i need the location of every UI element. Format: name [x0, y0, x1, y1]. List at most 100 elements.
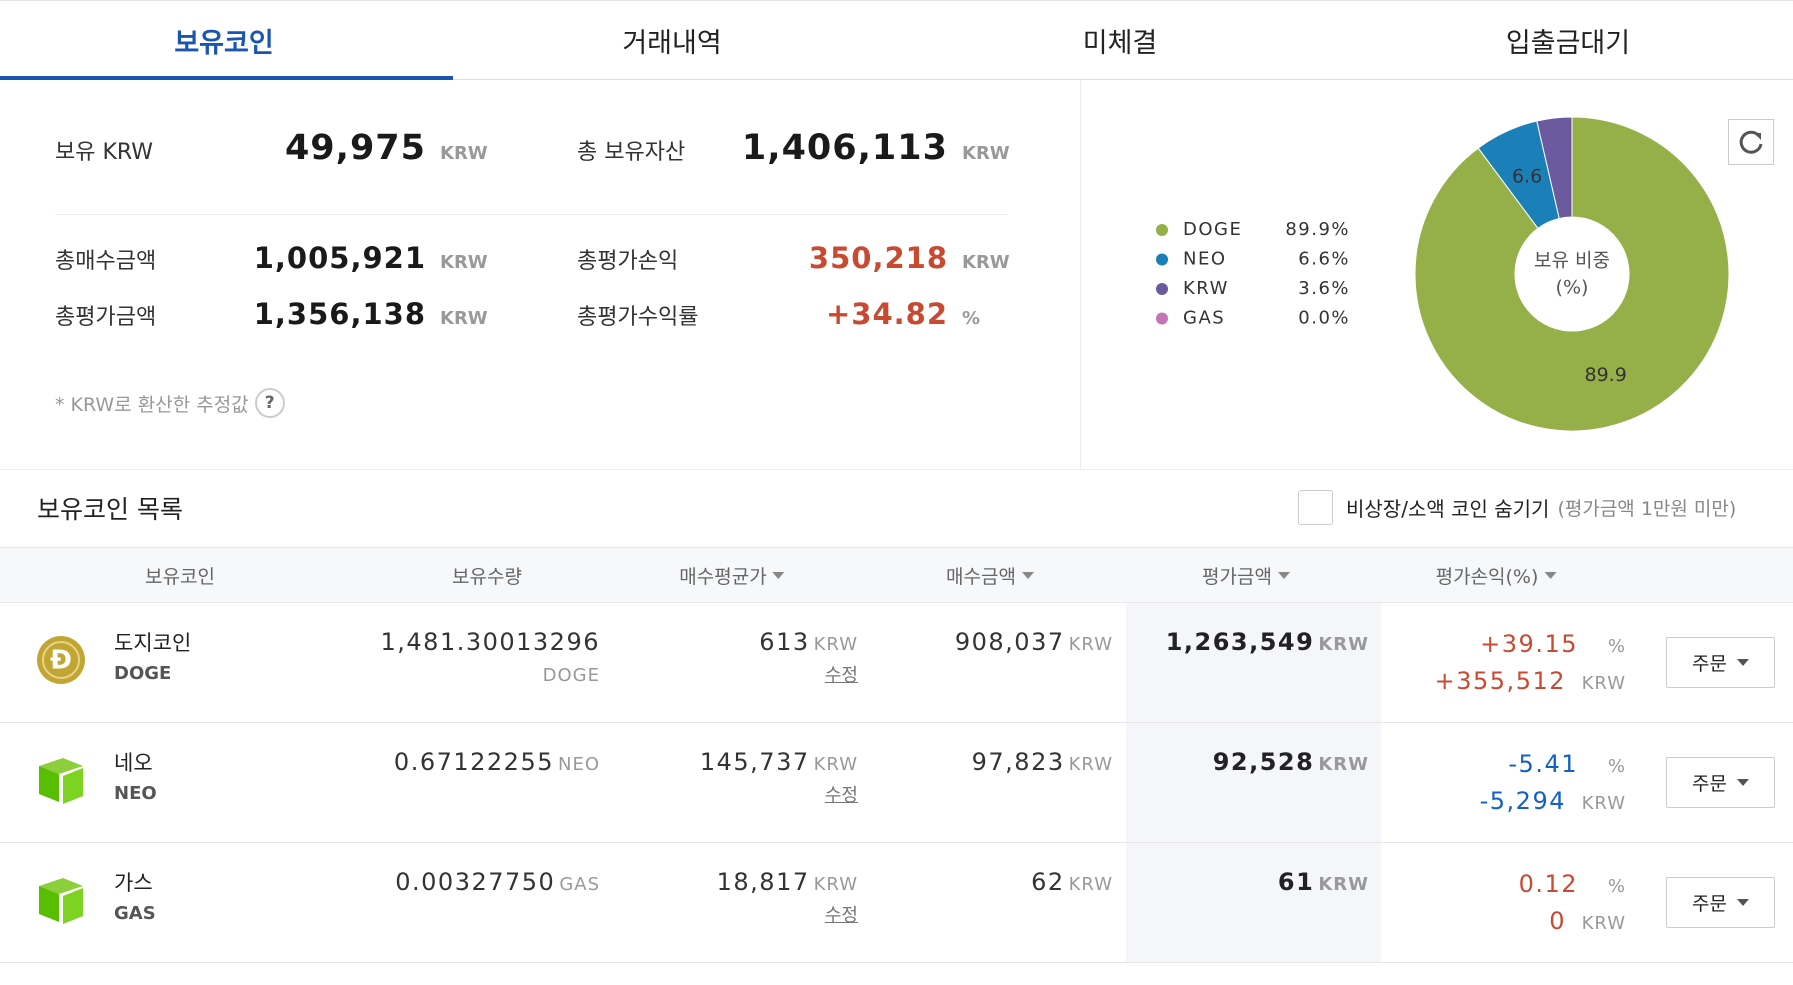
slice-label: 89.9 — [1585, 364, 1627, 386]
profit-cell: +39.15% +355,512 KRW — [1390, 627, 1626, 701]
column-header-text: 매수금액 — [946, 565, 1016, 588]
order-caret — [1736, 779, 1749, 786]
tab[interactable]: 거래내역 — [622, 27, 722, 59]
column-header[interactable]: 매수금액 — [946, 547, 1034, 603]
order-caret — [1736, 659, 1749, 666]
tab[interactable]: 보유코인 — [174, 27, 274, 59]
order-button[interactable]: 주문 — [1666, 757, 1775, 808]
summary: 보유 KRW 49,975 KRW 총 보유자산 1,406,113 KRW 총매수금액 1,… — [0, 80, 1080, 469]
column-header-text: 평가손익(%) — [1435, 565, 1539, 588]
eval-amount: 1,263,549 — [1165, 628, 1315, 656]
note-text: * KRW로 환산한 추정값 — [55, 393, 249, 416]
profit-rate: +39.15 — [1480, 630, 1578, 658]
profit-unit: KRW — [1581, 913, 1626, 934]
filter: 비상장/소액 코인 숨기기 (평가금액 1만원 미만) — [1298, 489, 1736, 526]
cube-top — [39, 758, 83, 774]
legend-value: 89.9% — [1285, 219, 1350, 240]
sort-caret — [772, 571, 785, 579]
legend-dot — [1156, 253, 1168, 266]
summary-item: 총 보유자산 1,406,113 KRW — [577, 128, 1012, 168]
slice-label: 6.6 — [1512, 165, 1542, 187]
buy-amount-cell: 97,823 KRW — [880, 747, 1113, 780]
avg-price: 613 — [759, 628, 810, 656]
eval-amount-unit: KRW — [1318, 754, 1369, 775]
legend-dot — [1156, 283, 1168, 295]
refresh-button[interactable] — [1728, 119, 1774, 165]
tab[interactable]: 미체결 — [1082, 27, 1158, 59]
eval-amount-unit: KRW — [1318, 634, 1369, 655]
eval-amount-cell: 61 KRW — [1130, 867, 1369, 900]
order-button[interactable]: 주문 — [1666, 877, 1775, 928]
divider — [55, 214, 1008, 215]
edit-link[interactable]: 수정 — [824, 905, 858, 926]
refresh-icon — [1739, 130, 1763, 154]
cube-right — [63, 768, 83, 804]
summary-item: 총매수금액 1,005,921 KRW — [55, 241, 490, 275]
order-button[interactable]: 주문 — [1666, 637, 1775, 688]
profit-rate-line: 0.12% — [1390, 867, 1626, 904]
note: * KRW로 환산한 추정값 ? — [55, 388, 285, 418]
coin-icon — [39, 758, 83, 804]
order-label: 주문 — [1692, 773, 1727, 795]
buy-amount-cell: 908,037 KRW — [880, 627, 1113, 660]
summary-label: 총매수금액 — [55, 249, 157, 274]
filter-hint: (평가금액 1만원 미만) — [1557, 498, 1737, 520]
column-header[interactable]: 평가금액 — [1202, 547, 1290, 603]
column-header-text: 매수평균가 — [679, 565, 767, 588]
icon-circle — [37, 636, 85, 684]
summary-value: +34.82 — [825, 297, 948, 331]
tab[interactable]: 입출금대기 — [1505, 27, 1631, 59]
profit-cell: 0.12% 0 KRW — [1390, 867, 1626, 941]
column-header-text: 보유수량 — [452, 565, 522, 588]
summary-unit: KRW — [962, 252, 1010, 273]
help-button[interactable]: ? — [254, 388, 285, 418]
summary-value: 49,975 — [284, 128, 426, 168]
cube-right — [63, 888, 83, 924]
cube-top — [39, 878, 83, 894]
summary-label: 보유 KRW — [55, 140, 154, 165]
coin-symbol: GAS — [114, 903, 156, 924]
eval-amount-cell: 1,263,549 KRW — [1130, 627, 1369, 660]
profit-rate-unit: % — [1607, 756, 1626, 777]
order-label: 주문 — [1692, 653, 1727, 675]
edit-link[interactable]: 수정 — [824, 785, 858, 806]
avg-price-unit: KRW — [813, 754, 858, 775]
legend-value: 6.6% — [1298, 249, 1350, 270]
buy-amount: 62 — [1031, 868, 1065, 896]
legend-dot — [1156, 224, 1168, 236]
profit-rate: 0.12 — [1518, 870, 1578, 898]
quantity-cell: 1,481.30013296 DOGE — [370, 627, 600, 691]
summary-item: 총평가수익률 +34.82% — [577, 297, 1012, 331]
holding-row: 가스 GAS 0.00327750 GAS 18,817 KRW 수정 62 KRW 61 KRW 0… — [0, 843, 1793, 963]
checkbox[interactable] — [1298, 490, 1333, 525]
filter-label[interactable]: 비상장/소액 코인 숨기기 — [1346, 497, 1550, 521]
column-header[interactable]: 평가손익(%) — [1436, 547, 1557, 603]
column-header-bg — [0, 547, 1793, 603]
list-title: 보유코인 목록 — [37, 495, 183, 524]
avg-price-cell: 145,737 KRW 수정 — [640, 747, 858, 811]
icon-glyph: Đ — [50, 646, 72, 676]
legend-dot — [1156, 312, 1168, 325]
icon-ring — [42, 641, 80, 679]
summary-value: 350,218 — [808, 241, 948, 275]
quantity: 0.00327750 — [395, 868, 556, 896]
buy-amount-cell: 62 KRW — [880, 867, 1113, 900]
summary-label: 총평가수익률 — [577, 305, 699, 330]
avg-price-unit: KRW — [813, 634, 858, 655]
legend-value: 3.6% — [1298, 278, 1350, 299]
avg-price: 18,817 — [716, 868, 810, 896]
eval-amount: 92,528 — [1212, 748, 1315, 776]
sort-caret — [1544, 571, 1557, 579]
cube-left — [39, 886, 59, 922]
eval-amount: 61 — [1277, 868, 1315, 896]
column-header[interactable]: 매수평균가 — [679, 547, 785, 603]
summary-unit: KRW — [440, 143, 488, 164]
edit-link[interactable]: 수정 — [824, 665, 858, 686]
avg-price-cell: 613 KRW 수정 — [640, 627, 858, 691]
coin-name: 도지코인 — [114, 631, 192, 655]
tab-bar — [0, 0, 1793, 80]
profit-rate-line: -5.41% — [1390, 747, 1626, 784]
column-header: 보유코인 — [145, 547, 215, 603]
profit-rate: -5.41 — [1508, 750, 1578, 778]
